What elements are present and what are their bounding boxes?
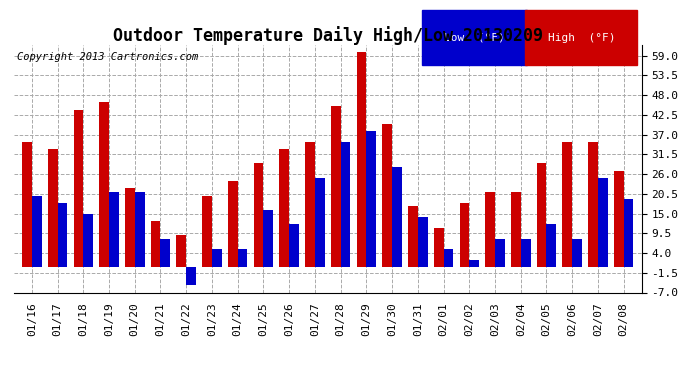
Bar <box>341 142 351 267</box>
Bar <box>408 206 418 267</box>
Bar <box>572 239 582 267</box>
Bar <box>598 178 608 267</box>
Bar <box>74 110 83 267</box>
Title: Outdoor Temperature Daily High/Low 20130209: Outdoor Temperature Daily High/Low 20130… <box>112 26 543 45</box>
Bar <box>444 249 453 267</box>
Bar <box>22 142 32 267</box>
Bar <box>202 196 212 267</box>
Bar <box>331 106 341 267</box>
Bar <box>57 203 68 267</box>
Bar <box>521 239 531 267</box>
Bar <box>289 224 299 267</box>
Bar <box>150 221 161 267</box>
Bar <box>392 167 402 267</box>
Bar <box>305 142 315 267</box>
Text: Low  (°F): Low (°F) <box>444 33 504 42</box>
Bar <box>135 192 144 267</box>
Bar <box>315 178 325 267</box>
Bar <box>161 239 170 267</box>
Bar <box>177 235 186 267</box>
Bar <box>469 260 479 267</box>
Bar <box>32 196 41 267</box>
Bar <box>614 171 624 267</box>
Bar <box>237 249 248 267</box>
Bar <box>186 267 196 285</box>
Bar <box>109 192 119 267</box>
Bar <box>495 239 505 267</box>
Bar <box>511 192 521 267</box>
Bar <box>382 124 392 267</box>
Bar <box>546 224 556 267</box>
Bar <box>99 102 109 267</box>
Bar <box>485 192 495 267</box>
Text: Copyright 2013 Cartronics.com: Copyright 2013 Cartronics.com <box>17 53 198 62</box>
Bar <box>418 217 428 267</box>
Bar <box>264 210 273 267</box>
Bar <box>366 131 376 267</box>
Bar <box>254 164 264 267</box>
Bar <box>588 142 598 267</box>
Bar <box>279 149 289 267</box>
Bar <box>562 142 572 267</box>
Bar <box>460 203 469 267</box>
Bar <box>228 181 237 267</box>
Bar <box>357 52 366 267</box>
Bar <box>624 199 633 267</box>
Bar <box>48 149 57 267</box>
Bar <box>434 228 444 267</box>
Bar <box>83 214 93 267</box>
Bar <box>212 249 221 267</box>
Text: High  (°F): High (°F) <box>548 33 615 42</box>
Bar <box>537 164 546 267</box>
Bar <box>125 189 135 267</box>
